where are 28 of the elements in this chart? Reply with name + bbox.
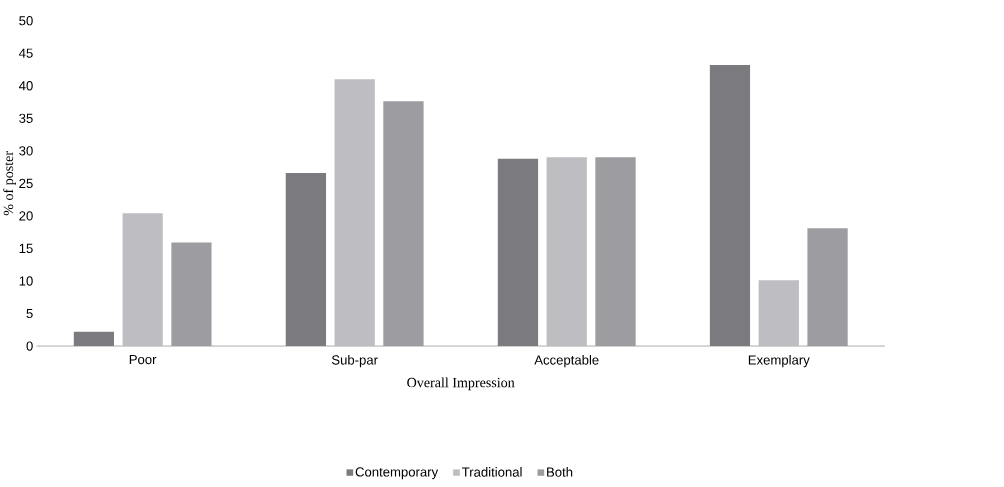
y-tick-label: 0	[26, 341, 33, 351]
legend-label: Both	[547, 467, 573, 477]
x-tick-label: Acceptable	[534, 354, 599, 368]
y-tick-label: 30	[19, 146, 33, 156]
bar	[497, 158, 539, 346]
bar	[285, 172, 327, 346]
y-tick-label: 35	[19, 113, 33, 123]
legend-label: Contemporary	[355, 467, 439, 480]
bar	[334, 79, 375, 346]
y-axis-title: % of poster	[3, 151, 17, 216]
bar	[73, 331, 114, 346]
bar	[546, 157, 587, 346]
bar	[709, 64, 751, 346]
y-tick-label: 5	[26, 308, 33, 319]
y-tick-label: 45	[18, 48, 33, 58]
y-tick-label: 50	[19, 15, 33, 26]
y-tick-label: 25	[19, 178, 33, 188]
bar	[122, 213, 163, 346]
x-tick-label: Sub-par	[331, 354, 378, 368]
y-tick-label: 10	[19, 276, 33, 286]
x-tick-label: Poor	[129, 354, 157, 365]
x-tick-label: Exemplary	[748, 354, 810, 368]
bar	[758, 280, 799, 346]
legend-label: Traditional	[462, 467, 522, 477]
y-tick-label: 40	[18, 81, 33, 91]
y-tick-label: 15	[19, 243, 33, 253]
x-axis-title: Overall Impression	[407, 377, 515, 391]
y-tick-label: 20	[19, 211, 33, 221]
